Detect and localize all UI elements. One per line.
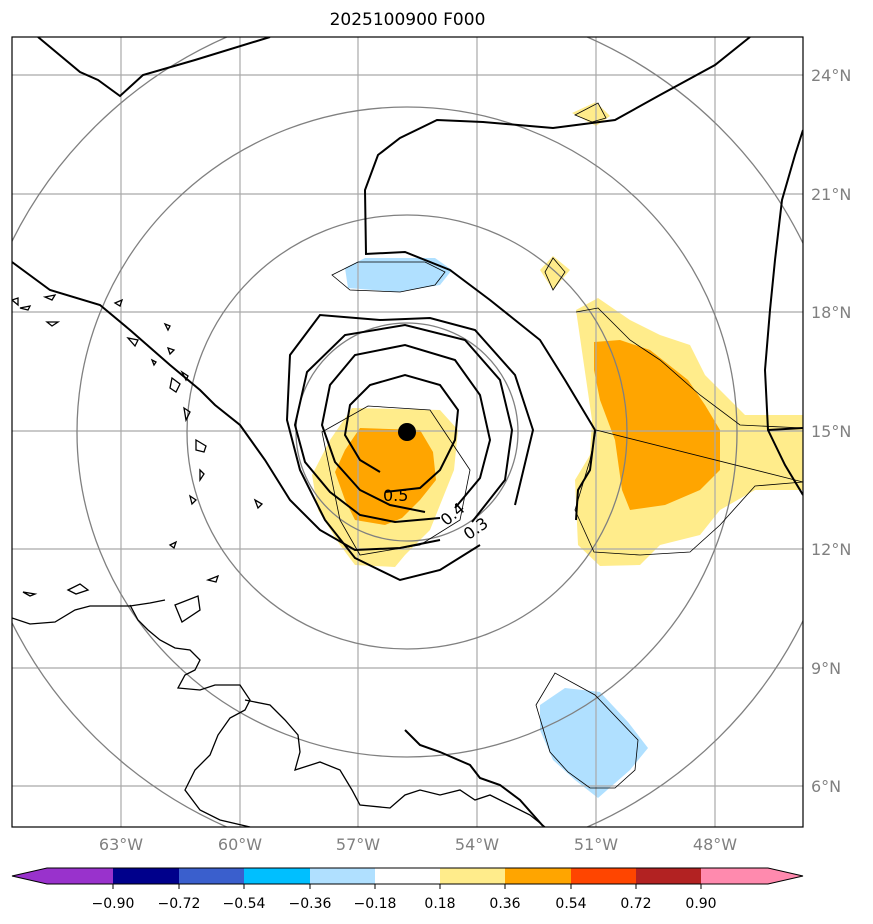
colorbar-segment	[571, 868, 636, 884]
colorbar-segment	[113, 868, 179, 884]
colorbar-tick-label: 0.36	[489, 896, 520, 912]
map-area	[12, 37, 803, 827]
lon-label: 63°W	[99, 835, 143, 854]
colorbar-tick-label: −0.36	[289, 896, 332, 912]
field-outlines	[321, 102, 803, 789]
colorbar: −0.90 −0.72 −0.54 −0.36 −0.18 0.18 0.36 …	[11, 867, 804, 912]
colorbar-tick-label: −0.54	[223, 896, 266, 912]
colorbar-segment	[440, 868, 505, 884]
longitude-labels: 63°W 60°W 57°W 54°W 51°W 48°W	[99, 835, 737, 854]
colorbar-segment	[701, 868, 768, 884]
colorbar-tick-label: −0.18	[354, 896, 397, 912]
lat-label: 6°N	[811, 777, 841, 796]
colorbar-ticks	[112, 884, 702, 889]
contour-label: 0.3	[460, 513, 492, 543]
colorbar-outline	[11, 867, 804, 885]
colorbar-segment	[310, 868, 375, 884]
positive-field-mid	[335, 340, 720, 525]
colorbar-tick-label: −0.90	[92, 896, 135, 912]
colorbar-extend-low	[12, 868, 47, 884]
contours	[12, 37, 803, 827]
colorbar-tick-label: 0.72	[620, 896, 651, 912]
storm-center-marker	[398, 423, 416, 441]
lat-label: 24°N	[811, 66, 851, 85]
colorbar-segment	[505, 868, 571, 884]
map-frame	[11, 36, 804, 828]
map-title: 2025100900 F000	[329, 10, 486, 30]
colorbar-segment	[47, 868, 113, 884]
colorbar-tick-label: 0.54	[555, 896, 586, 912]
colorbar-tick-label: 0.90	[685, 896, 716, 912]
lat-label: 15°N	[811, 422, 851, 441]
colorbar-segment	[375, 868, 440, 884]
colorbar-extend-high	[768, 868, 803, 884]
lat-label: 12°N	[811, 540, 851, 559]
lat-label: 21°N	[811, 185, 851, 204]
colorbar-segment	[244, 868, 310, 884]
lat-label: 9°N	[811, 659, 841, 678]
colorbar-segment	[179, 868, 244, 884]
colorbar-tick-label: 0.18	[424, 896, 455, 912]
coastlines	[12, 294, 546, 827]
lon-label: 60°W	[218, 835, 262, 854]
lon-label: 57°W	[336, 835, 380, 854]
colorbar-tick-label: −0.72	[158, 896, 201, 912]
contour-label: 0.5	[383, 486, 408, 505]
lon-label: 51°W	[574, 835, 618, 854]
lon-label: 54°W	[455, 835, 499, 854]
lon-label: 48°W	[693, 835, 737, 854]
colorbar-segment	[636, 868, 701, 884]
lat-label: 18°N	[811, 303, 851, 322]
latitude-labels: 24°N 21°N 18°N 15°N 12°N 9°N 6°N	[811, 66, 851, 796]
